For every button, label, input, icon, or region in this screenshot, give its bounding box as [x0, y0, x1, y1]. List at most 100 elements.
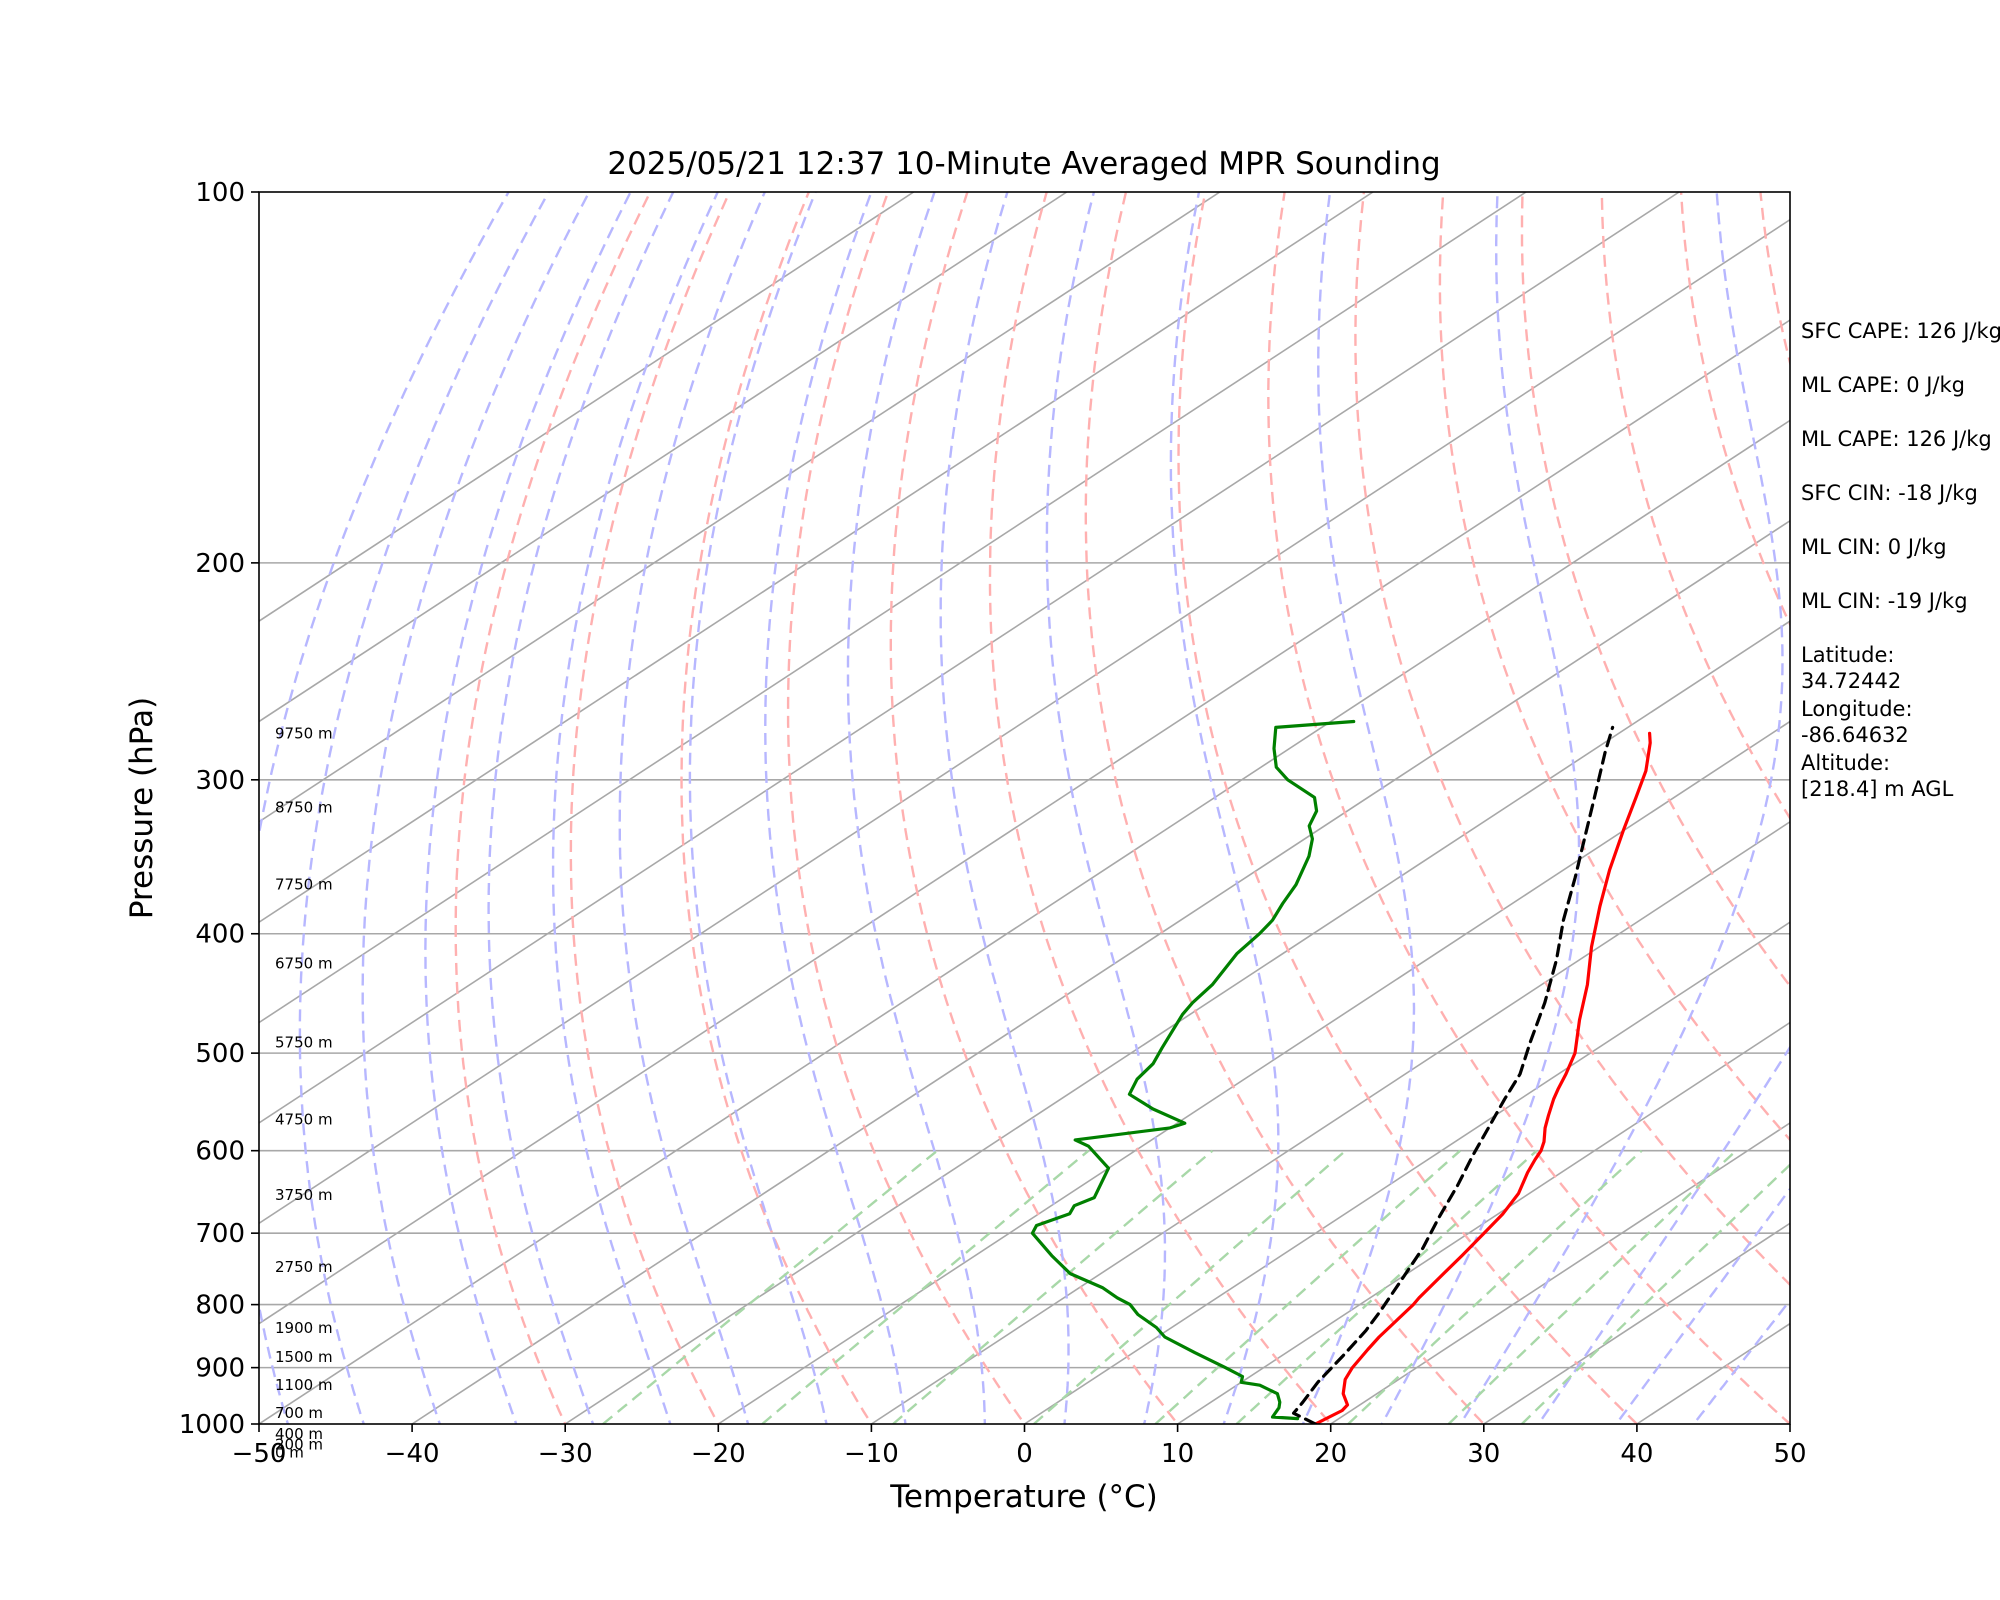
x-tick-label: −50 — [232, 1439, 287, 1469]
isotherm-line — [870, 820, 1790, 1424]
stat-line: [218.4] m AGL — [1801, 777, 1954, 801]
stat-line: ML CIN: -19 J/kg — [1801, 589, 1968, 613]
dry-adiabat-line — [1438, 192, 1790, 1142]
height-label: 6750 m — [275, 955, 333, 973]
dry-adiabat-line — [569, 192, 731, 1424]
x-tick-label: −30 — [538, 1439, 593, 1469]
moist-adiabat-line — [259, 192, 510, 1424]
dry-adiabat-line — [786, 192, 1026, 1424]
dry-adiabat-line — [680, 192, 873, 1424]
mixing-ratio-line — [1033, 1149, 1347, 1424]
moist-adiabat-line — [1169, 192, 1280, 1424]
dry-adiabat-line — [454, 192, 652, 1424]
x-tick-label: 50 — [1773, 1439, 1806, 1469]
stat-text: ML CAPE: 0 J/kg — [1801, 373, 1965, 397]
stat-line: ML CAPE: 126 J/kg — [1801, 427, 1992, 451]
stat-text: ML CIN: 0 J/kg — [1801, 535, 1947, 559]
height-label: 8750 m — [275, 799, 333, 817]
height-label: 3750 m — [275, 1186, 333, 1204]
series-layer — [1030, 719, 1652, 1424]
moist-adiabat-line — [1380, 192, 1581, 1424]
isotherm-line — [259, 192, 915, 623]
y-axis-ticks: 100 200 300 400 500 600 700 800 900 1000 — [179, 178, 259, 1440]
moist-adiabat-line — [551, 192, 719, 1424]
height-label: 1500 m — [275, 1348, 333, 1366]
moist-adiabat-line — [424, 192, 632, 1424]
moist-adiabat-line — [1301, 192, 1416, 1424]
y-tick-label: 900 — [195, 1354, 245, 1384]
isotherm-line — [411, 519, 1790, 1424]
y-tick-label: 1000 — [179, 1410, 245, 1440]
x-tick-label: 20 — [1314, 1439, 1347, 1469]
height-label: 400 m — [275, 1425, 323, 1443]
stat-line: ML CIN: 0 J/kg — [1801, 535, 1947, 559]
y-tick-label: 300 — [195, 766, 245, 796]
height-label: 2750 m — [275, 1258, 333, 1276]
stat-text: ML CAPE: 126 J/kg — [1801, 427, 1992, 451]
stat-line: SFC CIN: -18 J/kg — [1801, 481, 1978, 505]
stat-text: SFC CIN: -18 J/kg — [1801, 481, 1978, 505]
plot-frame — [258, 191, 1791, 1425]
isotherm-line — [259, 419, 1790, 1424]
isotherm-line — [259, 218, 1790, 1225]
stat-line: Longitude: — [1801, 697, 1913, 721]
stat-line: 34.72442 — [1801, 669, 1901, 693]
moist-adiabat-line — [846, 192, 986, 1424]
temperature-line — [1313, 731, 1652, 1424]
dry-adiabat-line — [1177, 192, 1639, 1424]
x-axis-label: Temperature (°C) — [889, 1479, 1158, 1515]
x-tick-label: 10 — [1161, 1439, 1194, 1469]
mixing-ratio-line — [1521, 1163, 1790, 1424]
dry-adiabat-line — [988, 192, 1333, 1424]
moist-adiabat-line — [764, 192, 907, 1424]
height-label: 9750 m — [275, 724, 333, 742]
stat-text: SFC CAPE: 126 J/kg — [1801, 319, 2000, 343]
height-labels: 9750 m 8750 m 7750 m 6750 m 5750 m 4750 m 3750… — [275, 724, 333, 1461]
moist-adiabat-line — [487, 192, 675, 1424]
stat-line: -86.64632 — [1801, 723, 1909, 747]
mixing-ratio-line — [1235, 1149, 1538, 1424]
y-tick-label: 400 — [195, 920, 245, 950]
isotherm-line — [1330, 1121, 1790, 1424]
x-tick-label: −10 — [844, 1439, 899, 1469]
mixing-ratio-line — [1154, 1149, 1461, 1424]
height-label: 7750 m — [275, 876, 333, 894]
stat-text: ML CIN: -19 J/kg — [1801, 589, 1968, 613]
height-label: 4750 m — [275, 1110, 333, 1128]
y-tick-label: 200 — [195, 549, 245, 579]
isotherm-line — [717, 720, 1790, 1424]
y-tick-label: 800 — [195, 1291, 245, 1321]
dry-adiabat-line — [1354, 192, 1790, 1287]
moist-adiabat-line — [688, 192, 828, 1424]
dry-adiabat-line — [1267, 192, 1790, 1424]
mixing-ratio-line — [892, 1149, 1214, 1424]
isotherm-line — [259, 192, 1680, 1124]
stat-line: Altitude: — [1801, 751, 1890, 775]
moist-adiabat-line — [361, 192, 591, 1424]
moist-adiabat-line — [939, 192, 1070, 1424]
dry-adiabat-line — [1679, 192, 1790, 628]
dry-adiabat-line — [1836, 165, 2000, 1451]
stat-text: Latitude: 34.72442 — [1801, 643, 1901, 693]
chart-title: 2025/05/21 12:37 10-Minute Averaged MPR … — [607, 146, 1440, 182]
x-tick-label: 40 — [1620, 1439, 1653, 1469]
dry-adiabat-line — [1759, 192, 1790, 368]
x-axis-ticks: −50 −40 −30 −20 −10 0 10 20 30 40 50 — [232, 1424, 1807, 1469]
stats-panel: SFC CAPE: 126 J/kg ML CAPE: 0 J/kg ML CAPE… — [1801, 319, 2000, 801]
isotherm-line — [1024, 921, 1790, 1424]
background-grid — [259, 165, 2000, 1451]
moist-adiabat-line — [1458, 192, 1784, 1424]
dry-adiabat-line — [1600, 192, 1790, 821]
stat-line: ML CAPE: 0 J/kg — [1801, 373, 1965, 397]
y-tick-label: 100 — [195, 178, 245, 208]
height-label: 1100 m — [275, 1376, 333, 1394]
isotherm-line — [259, 192, 1068, 723]
height-label: 1900 m — [275, 1319, 333, 1337]
moist-adiabat-line — [618, 192, 766, 1424]
y-tick-label: 600 — [195, 1137, 245, 1167]
dewpoint-line — [1030, 719, 1356, 1421]
y-axis-label: Pressure (hPa) — [124, 697, 160, 919]
mixing-ratio-line — [1447, 1149, 1737, 1424]
moist-adiabat-line — [1045, 192, 1167, 1424]
